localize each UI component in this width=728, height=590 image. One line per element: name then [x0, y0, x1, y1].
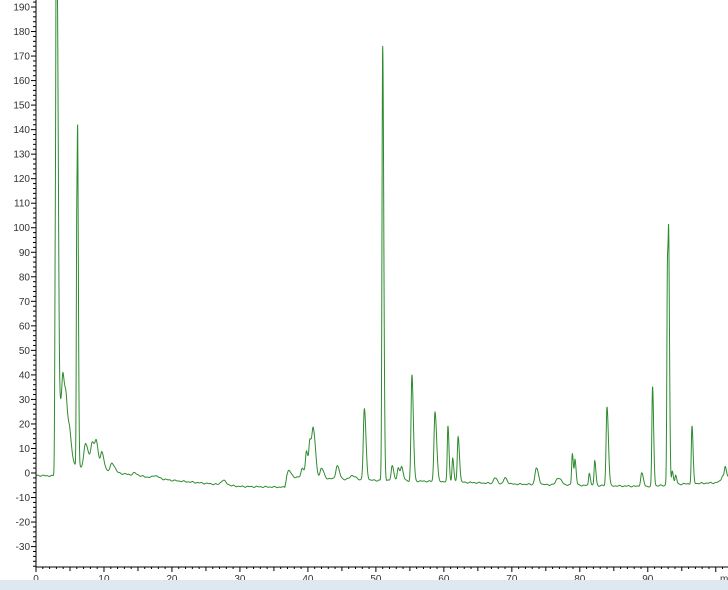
bottom-status-strip: [0, 580, 728, 590]
x-tick-label: 30: [234, 574, 246, 580]
x-tick-label: 0: [33, 574, 39, 580]
x-tick-label: 80: [574, 574, 586, 580]
y-tick-label: 20: [19, 419, 31, 430]
y-tick-label: 140: [13, 125, 30, 136]
y-tick-label: 180: [13, 27, 30, 38]
y-tick-label: 80: [19, 272, 31, 283]
y-tick-label: 160: [13, 76, 30, 87]
x-tick-label: 70: [506, 574, 518, 580]
y-tick-label: -20: [16, 518, 31, 529]
y-tick-label: 170: [13, 52, 30, 63]
x-tick-label: 20: [166, 574, 178, 580]
y-tick-label: 0: [24, 469, 30, 480]
y-tick-label: 30: [19, 395, 31, 406]
y-tick-label: 120: [13, 174, 30, 185]
axis-ticks: [31, 1, 724, 572]
y-tick-label: -30: [16, 542, 31, 553]
x-tick-label: 90: [642, 574, 654, 580]
chromatogram-trace: [36, 0, 728, 489]
y-tick-label: 150: [13, 101, 30, 112]
x-axis-unit-label: m: [720, 574, 728, 580]
x-tick-label: 40: [302, 574, 314, 580]
y-tick-label: 90: [19, 248, 31, 259]
y-tick-label: 10: [19, 444, 31, 455]
x-tick-label: 60: [438, 574, 450, 580]
tick-labels: -30-20-100102030405060708090100110120130…: [13, 3, 653, 581]
y-tick-label: -10: [16, 493, 31, 504]
y-tick-label: 190: [13, 3, 30, 14]
y-tick-label: 110: [14, 199, 30, 210]
y-tick-label: 40: [19, 370, 31, 381]
x-tick-label: 10: [98, 574, 110, 580]
y-tick-label: 60: [19, 321, 31, 332]
y-tick-label: 50: [19, 346, 31, 357]
y-tick-label: 70: [19, 297, 31, 308]
y-tick-label: 100: [13, 223, 30, 234]
y-tick-label: 130: [13, 150, 30, 161]
x-tick-label: 50: [370, 574, 382, 580]
